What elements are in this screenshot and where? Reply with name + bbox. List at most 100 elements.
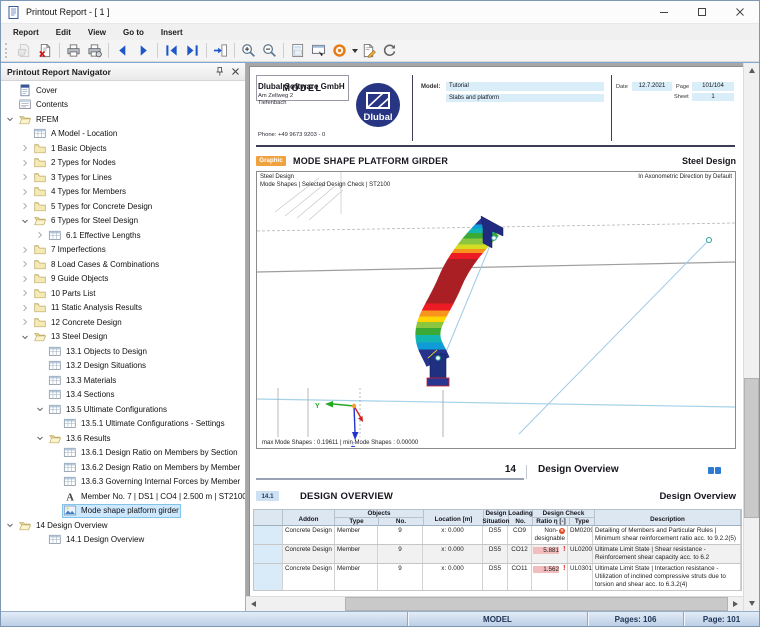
remove-from-report-button[interactable] (35, 41, 56, 61)
tree-item-4-types-for-members[interactable]: 4 Types for Members (1, 185, 245, 200)
titlebar: Printout Report - [ 1 ] (1, 1, 759, 24)
expander-closed-icon[interactable] (18, 274, 32, 284)
page-setup-button[interactable] (287, 41, 308, 61)
tree-item-cover[interactable]: Cover (1, 83, 245, 98)
horizontal-scroll-thumb[interactable] (345, 597, 728, 611)
open-report-button[interactable] (14, 41, 35, 61)
next-page-button[interactable] (133, 41, 154, 61)
tree-item-contents[interactable]: Contents (1, 98, 245, 113)
tree-item-6-types-for-steel-design[interactable]: 6 Types for Steel Design (1, 214, 245, 229)
expander-closed-icon[interactable] (18, 172, 32, 182)
tree-item-13-5-ultimate-configurations[interactable]: 13.5 Ultimate Configurations (1, 402, 245, 417)
expander-closed-icon[interactable] (18, 303, 32, 313)
expander-closed-icon[interactable] (18, 158, 32, 168)
previous-page-button[interactable] (112, 41, 133, 61)
navigator-title: Printout Report Navigator (7, 66, 111, 77)
window-close-button[interactable] (721, 1, 759, 23)
tree-item-9-guide-objects[interactable]: 9 Guide Objects (1, 272, 245, 287)
refresh-button[interactable] (379, 41, 400, 61)
tree-item-11-static-analysis-results[interactable]: 11 Static Analysis Results (1, 301, 245, 316)
vertical-scrollbar[interactable] (743, 63, 759, 611)
tree-item-8-load-cases-combinations[interactable]: 8 Load Cases & Combinations (1, 257, 245, 272)
vertical-scroll-thumb[interactable] (744, 378, 759, 518)
expander-open-icon[interactable] (33, 404, 47, 414)
last-page-button[interactable] (182, 41, 203, 61)
tree-item-13-6-results[interactable]: 13.6 Results (1, 431, 245, 446)
dock-pin-icon[interactable] (215, 67, 224, 76)
zoom-out-button[interactable] (259, 41, 280, 61)
expander-closed-icon[interactable] (33, 230, 47, 240)
tree-item-mode-shape-platform-girder[interactable]: Mode shape platform girder (1, 503, 245, 519)
scroll-right-icon[interactable] (728, 597, 743, 611)
expander-open-icon[interactable] (18, 332, 32, 342)
expander-closed-icon[interactable] (18, 245, 32, 255)
tree-item-10-parts-list[interactable]: 10 Parts List (1, 286, 245, 301)
expander-closed-icon[interactable] (18, 201, 32, 211)
window-minimize-button[interactable] (645, 1, 683, 23)
tree-item-14-1-design-overview[interactable]: 14.1 Design Overview (1, 533, 245, 548)
tree-item-13-6-2-design-ratio-on-members-by-member[interactable]: 13.6.2 Design Ratio on Members by Member (1, 460, 245, 475)
tree-item-label: 13.5.1 Ultimate Configurations - Setting… (81, 419, 225, 429)
tree-item-13-4-sections[interactable]: 13.4 Sections (1, 388, 245, 403)
menu-view[interactable]: View (87, 27, 106, 37)
menu-report[interactable]: Report (13, 27, 39, 37)
menu-edit[interactable]: Edit (55, 27, 71, 37)
first-page-button[interactable] (161, 41, 182, 61)
open-report-icon (17, 43, 32, 58)
dropdown-caret-icon[interactable] (352, 48, 358, 53)
tree-item-13-2-design-situations[interactable]: 13.2 Design Situations (1, 359, 245, 374)
print-graphic-button[interactable] (84, 41, 105, 61)
tree-item-6-1-effective-lengths[interactable]: 6.1 Effective Lengths (1, 228, 245, 243)
expander-closed-icon[interactable] (18, 187, 32, 197)
tree-item-13-1-objects-to-design[interactable]: 13.1 Objects to Design (1, 344, 245, 359)
folder-icon (33, 171, 48, 184)
horizontal-scrollbar[interactable] (246, 596, 743, 611)
tree-item-14-design-overview[interactable]: 14 Design Overview (1, 518, 245, 533)
tree-item-12-concrete-design[interactable]: 12 Concrete Design (1, 315, 245, 330)
expander-open-icon[interactable] (3, 114, 17, 124)
tree-item-member-no-7-ds1-co4-2-500-m-st2100[interactable]: A Member No. 7 | DS1 | CO4 | 2.500 m | ST… (1, 489, 245, 504)
tree-item-13-steel-design[interactable]: 13 Steel Design (1, 330, 245, 345)
header-type: Type (349, 518, 364, 525)
expander-open-icon[interactable] (18, 216, 32, 226)
tree-item-13-5-1-ultimate-configurations-settings[interactable]: 13.5.1 Ultimate Configurations - Setting… (1, 417, 245, 432)
folder-icon (33, 156, 48, 169)
window-maximize-button[interactable] (683, 1, 721, 23)
expander-closed-icon[interactable] (18, 143, 32, 153)
menu-insert[interactable]: Insert (160, 27, 183, 37)
folder-open-icon (18, 113, 33, 126)
toolbar-grip[interactable] (5, 43, 10, 58)
tree-item-1-basic-objects[interactable]: 1 Basic Objects (1, 141, 245, 156)
menu-go-to[interactable]: Go to (122, 27, 144, 37)
scroll-down-icon[interactable] (744, 596, 759, 611)
tree-item-a-model-location[interactable]: A Model - Location (1, 127, 245, 142)
chapter-title: Design Overview (538, 464, 619, 475)
regenerate-button[interactable] (329, 41, 350, 61)
tree-item-2-types-for-nodes[interactable]: 2 Types for Nodes (1, 156, 245, 171)
dlubal-logo: Dlubal (355, 82, 401, 133)
expander-closed-icon[interactable] (18, 288, 32, 298)
tree-item-rfem[interactable]: RFEM (1, 112, 245, 127)
expander-closed-icon[interactable] (18, 317, 32, 327)
tree-item-3-types-for-lines[interactable]: 3 Types for Lines (1, 170, 245, 185)
cell-row-selector (254, 564, 283, 591)
go-to-page-button[interactable] (210, 41, 231, 61)
table-icon (33, 127, 48, 140)
expander-open-icon[interactable] (33, 433, 47, 443)
scroll-left-icon[interactable] (246, 597, 261, 611)
preview-viewport[interactable]: Dlubal Software GmbH Am Zellweg 2 Tiefen… (246, 63, 743, 596)
navigator-close-icon[interactable] (231, 67, 240, 76)
expander-closed-icon[interactable] (18, 259, 32, 269)
zoom-in-button[interactable] (238, 41, 259, 61)
tree-item-13-3-materials[interactable]: 13.3 Materials (1, 373, 245, 388)
edit-page-button[interactable] (358, 41, 379, 61)
tree-item-5-types-for-concrete-design[interactable]: 5 Types for Concrete Design (1, 199, 245, 214)
print-button[interactable] (63, 41, 84, 61)
tree-item-13-6-1-design-ratio-on-members-by-sectio[interactable]: 13.6.1 Design Ratio on Members by Sectio… (1, 446, 245, 461)
tree-item-7-imperfections[interactable]: 7 Imperfections (1, 243, 245, 258)
display-properties-button[interactable] (308, 41, 329, 61)
tree-item-13-6-3-governing-internal-forces-by-memb[interactable]: 13.6.3 Governing Internal Forces by Memb… (1, 475, 245, 490)
expander-open-icon[interactable] (3, 520, 17, 530)
subchapter-number: 14.1 (256, 491, 279, 501)
scroll-up-icon[interactable] (744, 63, 759, 78)
